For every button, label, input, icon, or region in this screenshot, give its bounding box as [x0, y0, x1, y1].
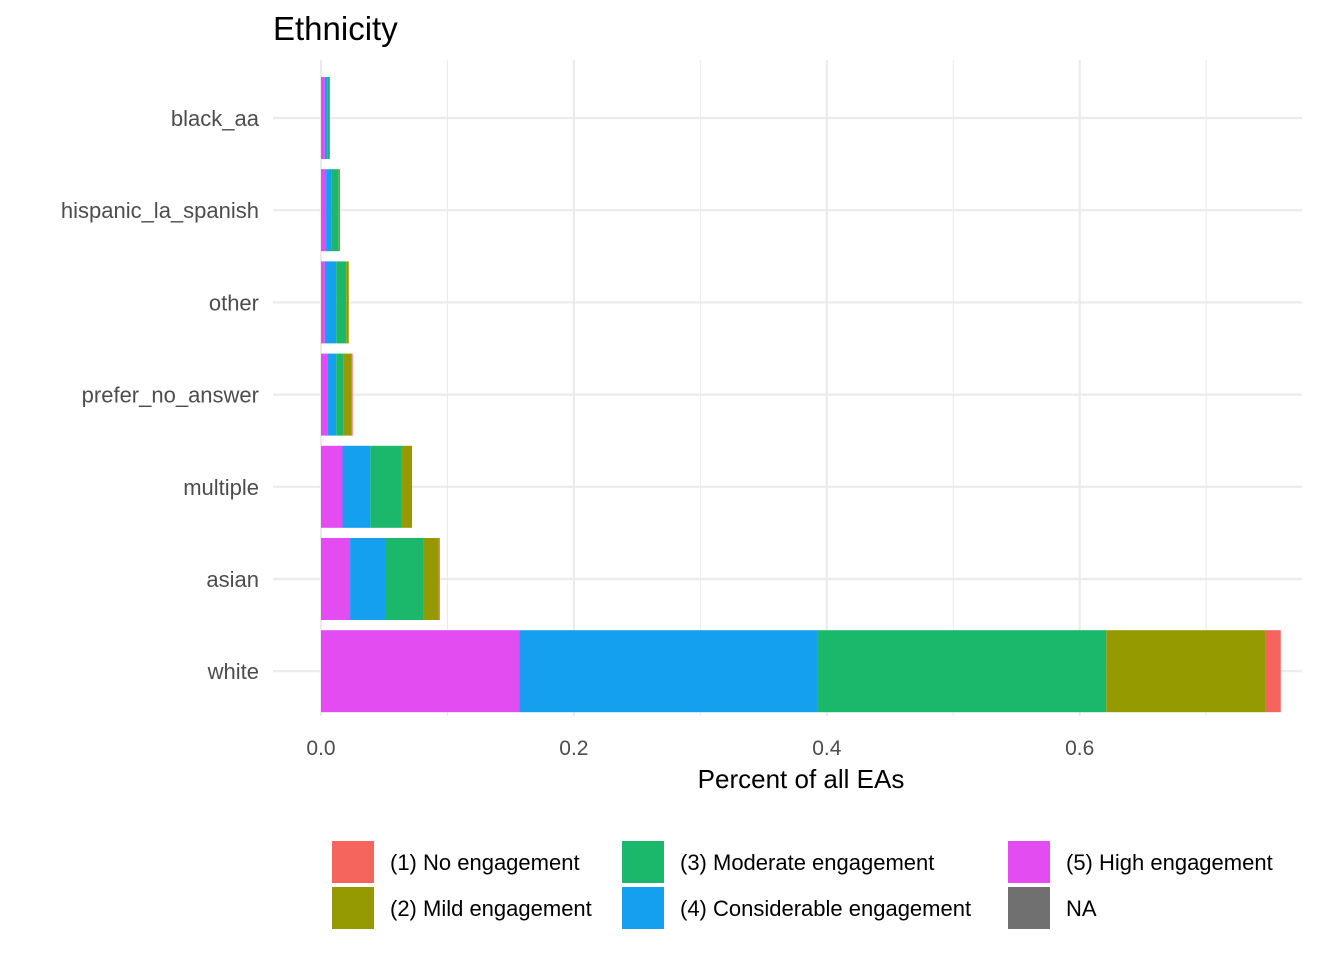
bar-segment	[370, 445, 402, 528]
bar-segment	[327, 353, 337, 436]
bar-segment	[321, 261, 325, 344]
bar-segment	[423, 538, 439, 620]
bar-segment	[343, 353, 352, 436]
bar-segment	[338, 169, 340, 252]
legend-label: (2) Mild engagement	[390, 896, 592, 921]
bar-segment	[327, 77, 330, 159]
legend-label: NA	[1066, 896, 1097, 921]
bar-segment	[321, 445, 343, 528]
gridlines	[273, 60, 1302, 716]
x-tick-label: 0.0	[306, 737, 335, 760]
legend-swatch	[1008, 841, 1050, 883]
bar-segment	[324, 77, 328, 159]
legend-swatch	[622, 841, 664, 883]
legend-label: (4) Considerable engagement	[680, 896, 971, 921]
x-tick-label: 0.2	[559, 737, 588, 760]
legend-label: (5) High engagement	[1066, 850, 1273, 875]
category-label: asian	[206, 567, 259, 592]
bar-segment	[321, 169, 327, 252]
bar-segment	[385, 538, 424, 620]
bar-segment	[326, 169, 332, 252]
category-label: multiple	[183, 475, 259, 500]
bar-segment	[321, 77, 325, 159]
category-label: other	[209, 290, 259, 315]
bar-segment	[1265, 630, 1281, 713]
category-label: black_aa	[171, 106, 260, 131]
legend-swatch	[622, 887, 664, 929]
x-tick-label: 0.6	[1065, 737, 1094, 760]
bar-segment	[346, 261, 349, 344]
x-tick-label: 0.4	[812, 737, 842, 760]
legend-swatch	[332, 887, 374, 929]
bar-segment	[336, 353, 344, 436]
bar-segment	[401, 445, 413, 528]
bar-segment	[350, 538, 386, 620]
chart-title: Ethnicity	[273, 10, 398, 47]
legend: (1) No engagement (2) Mild engagement (3) …	[332, 841, 1273, 929]
bar-segment	[321, 353, 328, 436]
x-tick-labels: 0.0 0.2 0.4 0.6	[306, 737, 1094, 760]
category-label: prefer_no_answer	[82, 383, 259, 408]
bar-segment	[817, 630, 1107, 713]
category-label: hispanic_la_spanish	[61, 198, 259, 223]
legend-swatch	[1008, 887, 1050, 929]
category-label: white	[207, 659, 259, 684]
bar-segment	[331, 169, 339, 252]
bar-segment	[336, 261, 347, 344]
bar-segment	[342, 445, 371, 528]
bar-segment	[321, 630, 520, 713]
bar-segment	[321, 538, 351, 620]
legend-label: (1) No engagement	[390, 850, 580, 875]
bar-segment	[324, 261, 337, 344]
bar-segment	[1106, 630, 1266, 713]
legend-swatch	[332, 841, 374, 883]
bar-segment	[519, 630, 818, 713]
bar-segment	[351, 353, 353, 436]
bars	[321, 77, 1281, 713]
bar-segment	[438, 538, 440, 620]
x-axis-title: Percent of all EAs	[698, 764, 905, 794]
legend-label: (3) Moderate engagement	[680, 850, 934, 875]
